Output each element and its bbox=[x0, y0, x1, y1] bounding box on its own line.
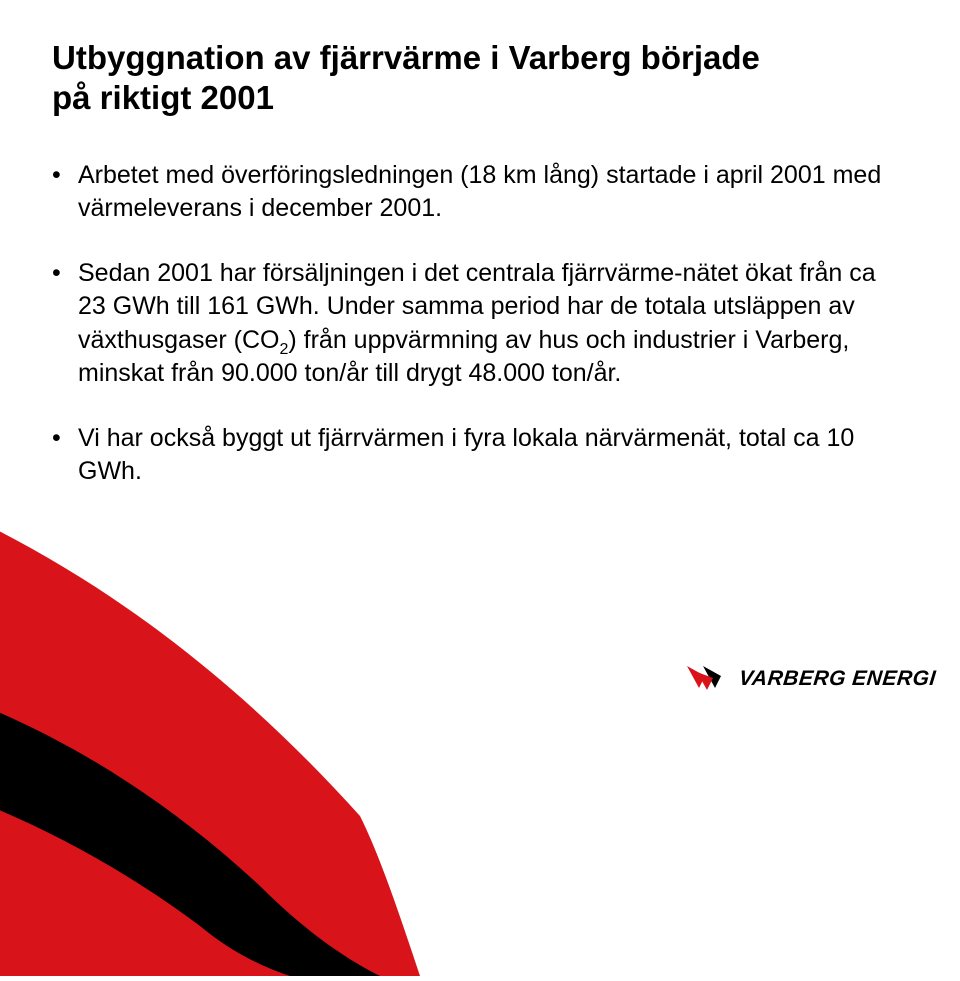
list-item: Vi har också byggt ut fjärrvärmen i fyra… bbox=[52, 422, 908, 489]
slide-title: Utbyggnation av fjärrvärme i Varberg bör… bbox=[52, 38, 908, 119]
slide: Utbyggnation av fjärrvärme i Varberg bör… bbox=[0, 0, 960, 716]
bullet-text: Arbetet med överföringsledningen (18 km … bbox=[78, 161, 881, 222]
title-line-1: Utbyggnation av fjärrvärme i Varberg bör… bbox=[52, 39, 760, 76]
list-item: Sedan 2001 har försäljningen i det centr… bbox=[52, 257, 908, 390]
brand-logo: VARBERG ENERGI bbox=[685, 664, 936, 694]
bullet-list: Arbetet med överföringsledningen (18 km … bbox=[52, 159, 908, 489]
title-line-2: på riktigt 2001 bbox=[52, 79, 274, 116]
brand-name: VARBERG ENERGI bbox=[738, 667, 937, 691]
list-item: Arbetet med överföringsledningen (18 km … bbox=[52, 159, 908, 226]
brand-mark-icon bbox=[685, 664, 729, 694]
bullet-text: Vi har också byggt ut fjärrvärmen i fyra… bbox=[78, 424, 854, 485]
